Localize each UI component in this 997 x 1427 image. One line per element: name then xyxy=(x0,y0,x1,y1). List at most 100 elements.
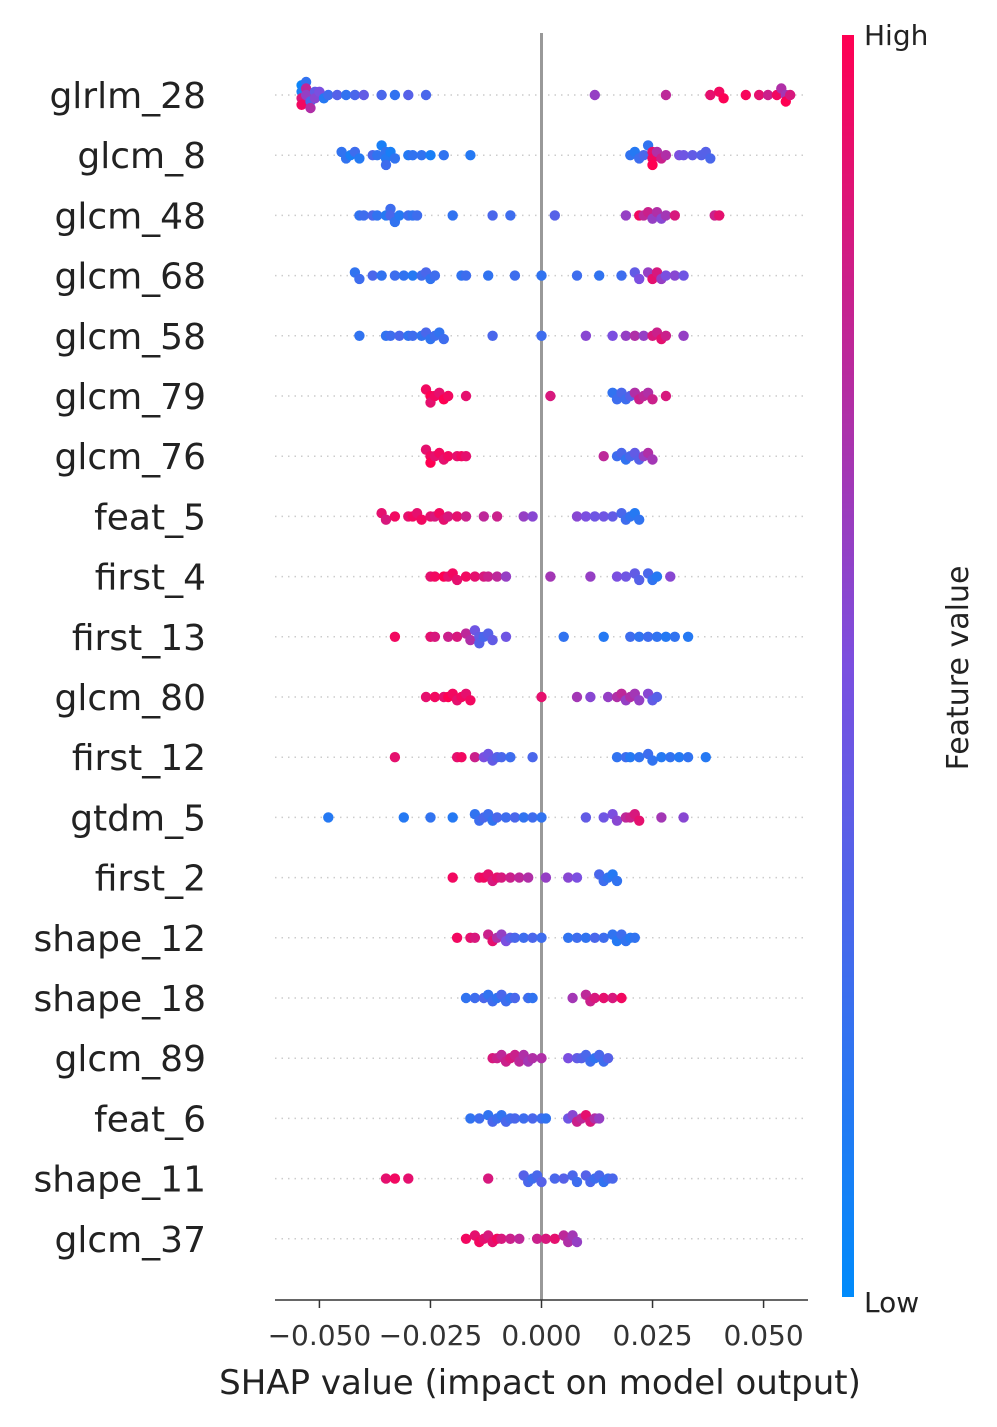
shap-point-feat_6-0 xyxy=(465,1113,476,1124)
shap-point-glcm_68-4 xyxy=(389,270,401,281)
x-axis-ticks: −0.050 −0.025 0.000 0.025 0.050 xyxy=(268,1300,804,1352)
shap-point-glrlm_28-18 xyxy=(376,89,387,101)
shap-point-shape_12-0 xyxy=(451,932,463,943)
shap-point-glrlm_28-21 xyxy=(420,89,432,101)
shap-point-first_13-16 xyxy=(625,631,636,642)
shap-point-shape_12-2 xyxy=(469,932,481,943)
shap-point-glcm_48-15 xyxy=(549,210,560,221)
shap-point-glcm_58-15 xyxy=(607,330,618,341)
shap-point-shape_18-16 xyxy=(598,992,609,1004)
shap-point-gtdm_5-24 xyxy=(678,812,689,823)
feature-label-glcm_37: glcm_37 xyxy=(54,1220,206,1261)
shap-point-first_13-3 xyxy=(443,631,454,642)
shap-point-first_13-0 xyxy=(389,631,401,642)
shap-point-first_13-21 xyxy=(669,631,680,642)
shap-point-first_12-3 xyxy=(469,752,481,763)
shap-point-feat_6-1 xyxy=(474,1113,485,1124)
shap-point-first_4-5 xyxy=(451,574,463,586)
shap-point-gtdm_5-16 xyxy=(598,812,609,823)
shap-point-gtdm_5-3 xyxy=(447,812,458,823)
shap-point-glcm_48-1 xyxy=(358,210,369,221)
shap-point-glcm_58-3 xyxy=(394,330,405,341)
shap-point-first_2-9 xyxy=(523,872,534,883)
shap-point-glcm_48-12 xyxy=(447,210,458,221)
shap-point-feat_5-22 xyxy=(607,511,618,522)
shap-point-glcm_8-15 xyxy=(416,150,427,161)
shap-point-feat_6-20 xyxy=(594,1113,605,1124)
shap-point-glrlm_28-13 xyxy=(323,89,334,101)
shap-point-shape_11-1 xyxy=(389,1173,401,1184)
shap-point-first_2-11 xyxy=(563,872,574,883)
shap-point-first_12-8 xyxy=(496,752,507,763)
shap-point-glcm_68-20 xyxy=(634,273,645,285)
colorbar-high-label: High xyxy=(864,19,928,52)
shap-point-first_4-9 xyxy=(483,571,494,582)
shap-point-feat_5-21 xyxy=(598,511,609,522)
shap-point-glcm_68-10 xyxy=(429,270,441,281)
shap-point-gtdm_5-18 xyxy=(611,815,623,826)
feature-label-first_4: first_4 xyxy=(95,558,206,599)
shap-point-glcm_8-22 xyxy=(638,150,649,161)
shap-point-gtdm_5-22 xyxy=(634,815,645,826)
shap-point-glcm_48-26 xyxy=(714,210,725,221)
shap-point-glcm_89-10 xyxy=(536,1053,547,1064)
shap-point-glcm_68-17 xyxy=(594,270,605,281)
shap-point-shape_12-10 xyxy=(518,932,529,943)
shap-point-feat_5-13 xyxy=(460,511,472,522)
shap-point-first_13-15 xyxy=(598,631,609,642)
feature-label-glcm_48: glcm_48 xyxy=(54,196,206,237)
shap-point-glcm_37-16 xyxy=(571,1236,583,1248)
feature-label-first_13: first_13 xyxy=(72,618,206,659)
feature-label-glcm_8: glcm_8 xyxy=(77,136,206,177)
shap-point-shape_12-11 xyxy=(527,932,538,943)
shap-point-glcm_37-9 xyxy=(514,1233,525,1245)
x-tick-label-2: 0.000 xyxy=(501,1319,581,1352)
shap-point-first_4-15 xyxy=(620,571,632,582)
shap-point-glcm_79-7 xyxy=(460,390,472,402)
shap-point-glcm_58-0 xyxy=(354,330,365,341)
feature-label-first_2: first_2 xyxy=(95,859,206,900)
shap-point-feat_5-20 xyxy=(589,511,600,522)
feature-label-shape_12: shape_12 xyxy=(34,919,206,960)
shap-point-glcm_37-10 xyxy=(531,1233,543,1245)
shap-point-glcm_79-6 xyxy=(443,390,454,402)
shap-point-glcm_8-29 xyxy=(660,150,672,161)
shap-point-glrlm_28-29 xyxy=(762,89,774,101)
shap-point-glrlm_28-14 xyxy=(332,89,343,101)
shap-point-shape_18-18 xyxy=(616,992,627,1004)
shap-point-glcm_48-23 xyxy=(660,210,672,221)
shap-point-glcm_89-9 xyxy=(527,1053,538,1064)
shap-point-shape_11-2 xyxy=(403,1173,414,1184)
x-tick-label-3: 0.025 xyxy=(612,1319,692,1352)
shap-point-feat_5-16 xyxy=(518,511,529,522)
shap-point-shape_18-11 xyxy=(527,992,538,1004)
x-axis-label: SHAP value (impact on model output) xyxy=(219,1363,861,1403)
shap-point-shape_11-10 xyxy=(558,1173,569,1184)
shap-point-first_12-2 xyxy=(456,752,467,763)
shap-point-glcm_37-11 xyxy=(540,1233,552,1245)
shap-point-glrlm_28-22 xyxy=(589,89,600,101)
shap-point-glcm_80-18 xyxy=(634,695,645,706)
shap-point-glcm_76-6 xyxy=(443,451,454,462)
shap-point-shape_12-12 xyxy=(536,932,547,943)
shap-point-glcm_58-5 xyxy=(407,330,418,341)
shap-point-glcm_58-17 xyxy=(629,330,640,341)
shap-point-first_13-13 xyxy=(500,631,512,642)
shap-point-glcm_48-3 xyxy=(372,210,383,221)
shap-point-glcm_80-10 xyxy=(571,691,583,703)
shap-points xyxy=(296,76,796,1248)
shap-point-shape_11-9 xyxy=(549,1173,560,1184)
shap-point-first_13-17 xyxy=(634,631,645,642)
shap-point-glcm_37-12 xyxy=(549,1233,560,1245)
shap-point-first_2-10 xyxy=(540,872,552,883)
shap-point-first_4-14 xyxy=(611,571,623,582)
shap-point-glcm_48-16 xyxy=(620,210,632,221)
shap-point-glcm_80-0 xyxy=(420,691,432,703)
shap-point-glrlm_28-23 xyxy=(660,89,672,101)
shap-point-first_13-14 xyxy=(558,631,569,642)
shap-point-feat_5-2 xyxy=(389,511,401,522)
shap-point-first_2-0 xyxy=(447,872,458,883)
shap-point-first_4-20 xyxy=(651,571,663,582)
shap-point-gtdm_5-12 xyxy=(518,812,529,823)
